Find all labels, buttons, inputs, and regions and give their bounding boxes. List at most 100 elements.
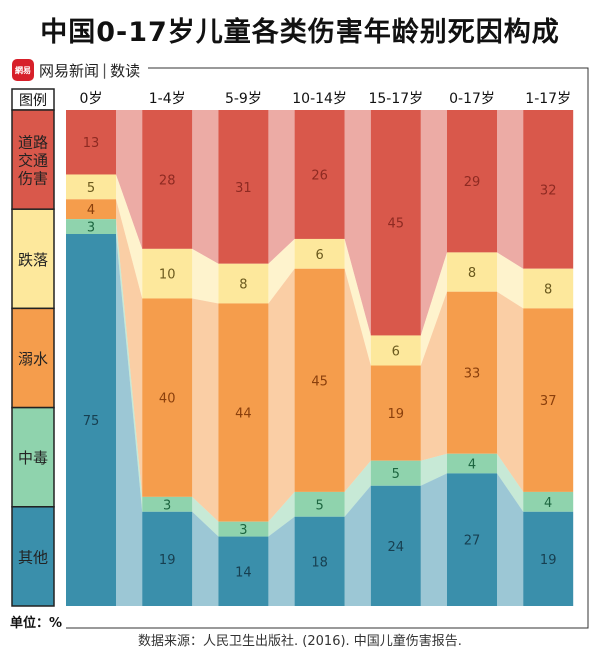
bar-segment xyxy=(447,473,497,606)
data-label: 3 xyxy=(87,221,95,236)
connector-band xyxy=(268,110,295,264)
bar-segment xyxy=(523,110,574,269)
bar-segment xyxy=(294,110,345,239)
legend-label: 其他 xyxy=(18,548,48,566)
category-label: 1-17岁 xyxy=(525,91,571,107)
source-note: 数据来源：人民卫生出版社. (2016). 中国儿童伤害报告. xyxy=(138,634,462,649)
bar-segment xyxy=(218,263,269,304)
data-label: 26 xyxy=(311,168,328,183)
bar-segment xyxy=(370,335,421,366)
data-label: 8 xyxy=(544,283,552,298)
legend-swatch xyxy=(11,109,55,210)
bar-segment xyxy=(218,521,269,537)
legend-swatch xyxy=(11,506,55,607)
data-label: 13 xyxy=(83,136,100,151)
data-label: 19 xyxy=(388,407,405,422)
data-label: 75 xyxy=(83,414,100,429)
brand: 網易 网易新闻 | 数读 xyxy=(12,59,140,81)
connector-band xyxy=(116,234,143,606)
data-label: 40 xyxy=(159,392,176,407)
data-label: 6 xyxy=(315,248,323,263)
connector-band xyxy=(192,298,219,522)
connector-band xyxy=(420,453,447,486)
legend-label: 中毒 xyxy=(18,449,48,467)
connector-band xyxy=(116,174,143,299)
connector-band xyxy=(420,110,447,336)
bar-segment xyxy=(370,485,421,606)
legend-title: 图例 xyxy=(19,93,47,109)
connector-band xyxy=(116,219,143,512)
connector-band xyxy=(344,268,371,492)
bar-segment xyxy=(523,268,574,309)
bar-segment xyxy=(218,110,269,264)
bar-segment xyxy=(523,308,574,492)
data-label: 19 xyxy=(159,553,176,568)
bar-segment xyxy=(142,298,193,497)
data-label: 19 xyxy=(540,553,557,568)
bar-segment xyxy=(523,491,574,512)
category-label: 15-17岁 xyxy=(368,91,423,107)
bar-segment xyxy=(447,453,497,474)
data-label: 45 xyxy=(311,374,328,389)
connector-band xyxy=(497,110,524,269)
data-label: 4 xyxy=(87,203,95,218)
connector-band xyxy=(344,485,371,606)
connector-band xyxy=(268,516,295,606)
data-label: 45 xyxy=(388,217,405,232)
bar-segment xyxy=(142,248,193,299)
brand-logo: 網易 xyxy=(12,59,34,81)
connector-band xyxy=(192,110,219,264)
bar-segment xyxy=(447,252,497,292)
bar-segment xyxy=(523,511,574,606)
category-label: 0岁 xyxy=(80,91,103,107)
data-label: 37 xyxy=(540,394,557,409)
data-label: 29 xyxy=(464,175,481,190)
brand-name: 网易新闻 xyxy=(39,61,100,80)
legend-swatch xyxy=(11,208,55,310)
connector-band xyxy=(192,511,219,606)
frame-line xyxy=(66,67,589,629)
connector-band xyxy=(268,268,295,522)
bar-segment xyxy=(66,110,116,175)
data-label: 18 xyxy=(311,555,328,570)
bar-segment xyxy=(218,536,269,606)
bar-segment xyxy=(142,496,193,512)
category-label: 5-9岁 xyxy=(225,91,262,107)
bar-segment xyxy=(294,238,345,269)
legend-swatch xyxy=(11,307,55,409)
data-label: 8 xyxy=(239,278,247,293)
bar-segment xyxy=(218,303,269,522)
data-label: 5 xyxy=(392,467,400,482)
bar-segment xyxy=(294,268,345,492)
data-label: 33 xyxy=(464,367,481,382)
connector-band xyxy=(192,496,219,537)
data-label: 6 xyxy=(392,344,400,359)
brand-section: 数读 xyxy=(110,61,141,80)
legend-label: 伤害 xyxy=(18,170,48,188)
data-label: 31 xyxy=(235,181,252,196)
connector-band xyxy=(268,491,295,537)
data-label: 4 xyxy=(468,458,476,473)
bar-segment xyxy=(66,234,116,606)
data-label: 3 xyxy=(239,523,247,538)
category-label: 10-14岁 xyxy=(292,91,347,107)
data-label: 5 xyxy=(87,181,95,196)
bar-segment xyxy=(294,516,345,606)
connector-band xyxy=(420,252,447,366)
data-label: 27 xyxy=(464,534,481,549)
connector-band xyxy=(268,238,295,304)
data-label: 10 xyxy=(159,268,176,283)
legend-label: 道路 xyxy=(18,134,48,152)
data-label: 3 xyxy=(163,498,171,513)
data-label: 28 xyxy=(159,173,176,188)
bar-segment xyxy=(66,174,116,200)
legend-label: 交通 xyxy=(18,152,48,170)
bar-segment xyxy=(447,110,497,253)
bar-segment xyxy=(294,491,345,517)
bar-segment xyxy=(370,460,421,486)
data-label: 44 xyxy=(235,407,252,422)
connector-band xyxy=(420,291,447,461)
unit-label: 单位：% xyxy=(10,616,63,631)
data-label: 4 xyxy=(544,496,552,511)
